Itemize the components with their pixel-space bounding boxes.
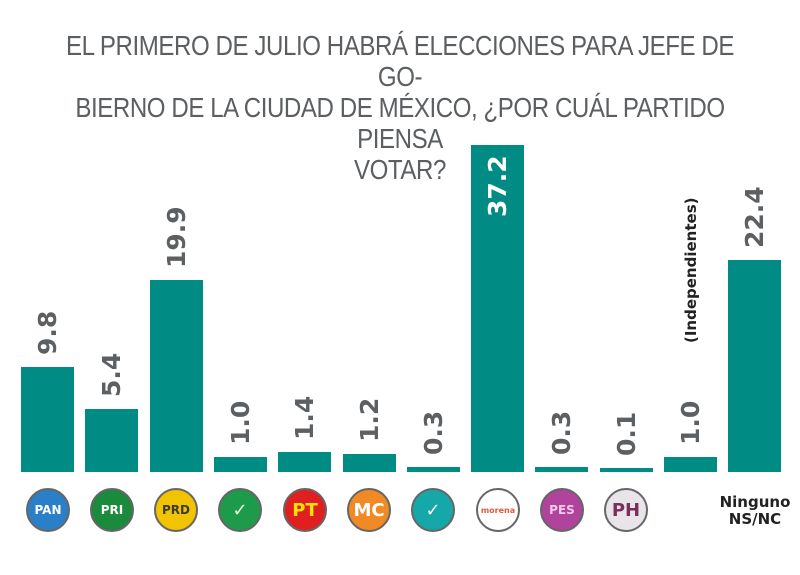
bar-humanista [600,468,653,472]
nueva-alianza-logo-icon: ✓ [411,488,455,532]
annotation-independientes: (Independientes) [681,197,700,343]
bar-pan [21,367,74,472]
bar-pt [278,452,331,472]
bar-nueva-alianza [407,467,460,472]
data-label: 1.0 [226,400,255,445]
data-label: 9.8 [33,310,62,355]
encuentro-social-logo-icon: PES [540,488,584,532]
data-label: 1.2 [355,397,384,442]
category-label-line: Ninguno [719,493,791,511]
bar-ninguno-ns-nc [728,260,781,472]
prd-logo-icon: PRD [154,488,198,532]
data-label: 0.3 [419,410,448,455]
data-label: 1.4 [290,395,319,440]
pan-logo-icon: PAN [26,488,70,532]
chart-title: EL PRIMERO DE JULIO HABRÁ ELECCIONES PAR… [56,30,744,185]
pri-logo-icon: PRI [90,488,134,532]
data-label: 1.0 [676,400,705,445]
data-label: 0.3 [547,410,576,455]
category-label-ninguno-nsnc: Ninguno NS/NC [710,494,800,528]
bar-movimiento-ciudadano [343,454,396,472]
bar-independientes [664,457,717,472]
data-label: 37.2 [483,155,512,217]
category-label-line: NS/NC [728,510,782,528]
morena-logo-icon: morena [476,488,520,532]
bar-encuentro-social [535,467,588,472]
bar-pvem [214,457,267,472]
pt-logo-icon: PT [283,488,327,532]
bar-morena [471,145,524,472]
bar-prd [150,280,203,472]
data-label: 0.1 [612,411,641,456]
data-label: 19.9 [162,206,191,268]
mc-logo-icon: MC [347,488,391,532]
humanista-logo-icon: PH [604,488,648,532]
chart-title-line: BIERNO DE LA CIUDAD DE MÉXICO, ¿POR CUÁL… [75,92,725,154]
pvem-logo-icon: ✓ [218,488,262,532]
data-label: 5.4 [97,352,126,397]
chart-title-line: VOTAR? [354,154,446,185]
bar-pri [85,409,138,472]
chart-title-line: EL PRIMERO DE JULIO HABRÁ ELECCIONES PAR… [65,30,735,92]
data-label: 22.4 [740,186,769,248]
